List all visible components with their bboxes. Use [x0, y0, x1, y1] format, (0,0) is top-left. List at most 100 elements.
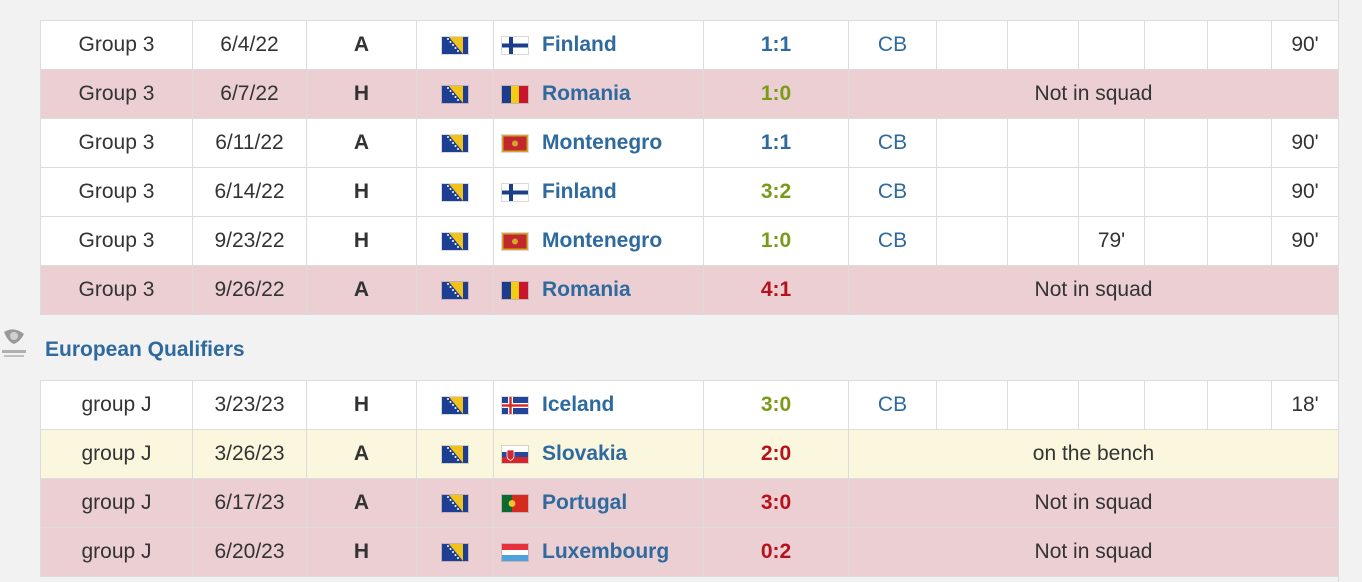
- result-link[interactable]: 2:0: [760, 442, 792, 465]
- matchday-cell: group J: [40, 429, 193, 479]
- opponent-flag-icon: [502, 33, 542, 56]
- stat-cell: [1007, 20, 1079, 70]
- minutes-cell: 90': [1271, 167, 1339, 217]
- venue-text: A: [353, 131, 370, 154]
- table-row: group J 3/26/23 A Slovakia 2:0 on the bench: [40, 429, 1339, 479]
- opponent-flag-icon: [502, 491, 542, 514]
- team-flag-icon: [442, 82, 468, 105]
- stat-cell: [1007, 216, 1079, 266]
- result-cell: 3:0: [703, 478, 849, 528]
- status-text: Not in squad: [1034, 540, 1153, 563]
- opponent-flag-icon: [502, 131, 542, 154]
- date-text: 3/26/23: [214, 442, 285, 465]
- stat-cell: [1144, 167, 1208, 217]
- matchday-cell: Group 3: [40, 265, 193, 315]
- team-flag-icon: [442, 131, 468, 154]
- team-flag-cell: [416, 380, 494, 430]
- result-link[interactable]: 1:0: [760, 229, 792, 252]
- stat-cell: 79': [1078, 216, 1145, 266]
- date-text: 9/26/22: [214, 278, 285, 301]
- result-link[interactable]: 1:1: [760, 131, 792, 154]
- matchday-cell: Group 3: [40, 118, 193, 168]
- opponent-link[interactable]: Finland: [542, 33, 617, 56]
- result-link[interactable]: 3:0: [760, 393, 792, 416]
- team-flag-icon: [442, 33, 468, 56]
- minutes-cell: 90': [1271, 20, 1339, 70]
- table-row: Group 3 6/14/22 H Finland 3:2 CB 90': [40, 167, 1339, 217]
- date-cell: 3/23/23: [192, 380, 307, 430]
- matchday-text: Group 3: [78, 229, 155, 252]
- result-link[interactable]: 1:1: [760, 33, 792, 56]
- date-text: 6/11/22: [215, 131, 284, 154]
- result-link[interactable]: 3:2: [760, 180, 792, 203]
- result-cell: 3:2: [703, 167, 849, 217]
- table-row: group J 6/17/23 A Portugal 3:0 Not in squad: [40, 478, 1339, 528]
- stat-cell: [1144, 216, 1208, 266]
- competition-title-link[interactable]: European Qualifiers: [45, 338, 245, 361]
- opponent-link[interactable]: Romania: [542, 278, 631, 301]
- position-cell: CB: [848, 20, 937, 70]
- opponent-cell: Finland: [493, 167, 704, 217]
- venue-text: H: [353, 393, 370, 416]
- table-row: Group 3 6/4/22 A Finland 1:1 CB 90': [40, 20, 1339, 70]
- stat-cell: [1007, 380, 1079, 430]
- team-flag-icon: [442, 229, 468, 252]
- opponent-link[interactable]: Finland: [542, 180, 617, 203]
- matchday-cell: Group 3: [40, 167, 193, 217]
- opponent-link[interactable]: Montenegro: [542, 131, 663, 154]
- venue-cell: H: [306, 380, 417, 430]
- date-cell: 6/4/22: [192, 20, 307, 70]
- venue-text: H: [353, 540, 370, 563]
- venue-cell: A: [306, 20, 417, 70]
- venue-text: A: [353, 33, 370, 56]
- minutes-text: 18': [1291, 393, 1319, 416]
- result-cell: 3:0: [703, 380, 849, 430]
- result-link[interactable]: 3:0: [760, 491, 792, 514]
- opponent-link[interactable]: Iceland: [542, 393, 615, 416]
- table-row: group J 6/20/23 H Luxembourg 0:2 Not in squad: [40, 527, 1339, 577]
- matchday-text: Group 3: [78, 82, 155, 105]
- matchday-cell: Group 3: [40, 20, 193, 70]
- date-text: 3/23/23: [214, 393, 285, 416]
- date-cell: 6/11/22: [192, 118, 307, 168]
- position-cell: CB: [848, 118, 937, 168]
- minutes-cell: 18': [1271, 380, 1339, 430]
- opponent-link[interactable]: Luxembourg: [542, 540, 670, 563]
- date-text: 6/7/22: [220, 82, 279, 105]
- result-cell: 1:0: [703, 216, 849, 266]
- minutes-text: 90': [1291, 131, 1319, 154]
- stat-cell: [1078, 118, 1145, 168]
- opponent-cell: Romania: [493, 265, 704, 315]
- table-row: Group 3 9/23/22 H Montenegro 1:0 CB 79' 90': [40, 216, 1339, 266]
- result-link[interactable]: 4:1: [760, 278, 792, 301]
- team-flag-cell: [416, 118, 494, 168]
- team-flag-cell: [416, 527, 494, 577]
- date-cell: 6/7/22: [192, 69, 307, 119]
- venue-cell: H: [306, 527, 417, 577]
- position-cell: CB: [848, 167, 937, 217]
- opponent-link[interactable]: Portugal: [542, 491, 628, 514]
- status-text: on the bench: [1032, 442, 1155, 465]
- opponent-cell: Luxembourg: [493, 527, 704, 577]
- matchday-text: group J: [81, 442, 152, 465]
- result-link[interactable]: 1:0: [760, 82, 792, 105]
- position-cell: CB: [848, 216, 937, 266]
- opponent-cell: Montenegro: [493, 118, 704, 168]
- minutes-cell: 90': [1271, 118, 1339, 168]
- status-cell: Not in squad: [848, 265, 1339, 315]
- result-link[interactable]: 0:2: [760, 540, 792, 563]
- table-row: group J 3/23/23 H Iceland 3:0 CB 18': [40, 380, 1339, 430]
- opponent-link[interactable]: Slovakia: [542, 442, 628, 465]
- result-cell: 1:1: [703, 118, 849, 168]
- opponent-link[interactable]: Montenegro: [542, 229, 663, 252]
- status-cell: on the bench: [848, 429, 1339, 479]
- stat-cell: [1007, 118, 1079, 168]
- venue-cell: H: [306, 69, 417, 119]
- opponent-flag-icon: [502, 393, 542, 416]
- team-flag-icon: [442, 491, 468, 514]
- opponent-link[interactable]: Romania: [542, 82, 631, 105]
- matchday-cell: group J: [40, 380, 193, 430]
- result-cell: 4:1: [703, 265, 849, 315]
- team-flag-cell: [416, 265, 494, 315]
- team-flag-cell: [416, 478, 494, 528]
